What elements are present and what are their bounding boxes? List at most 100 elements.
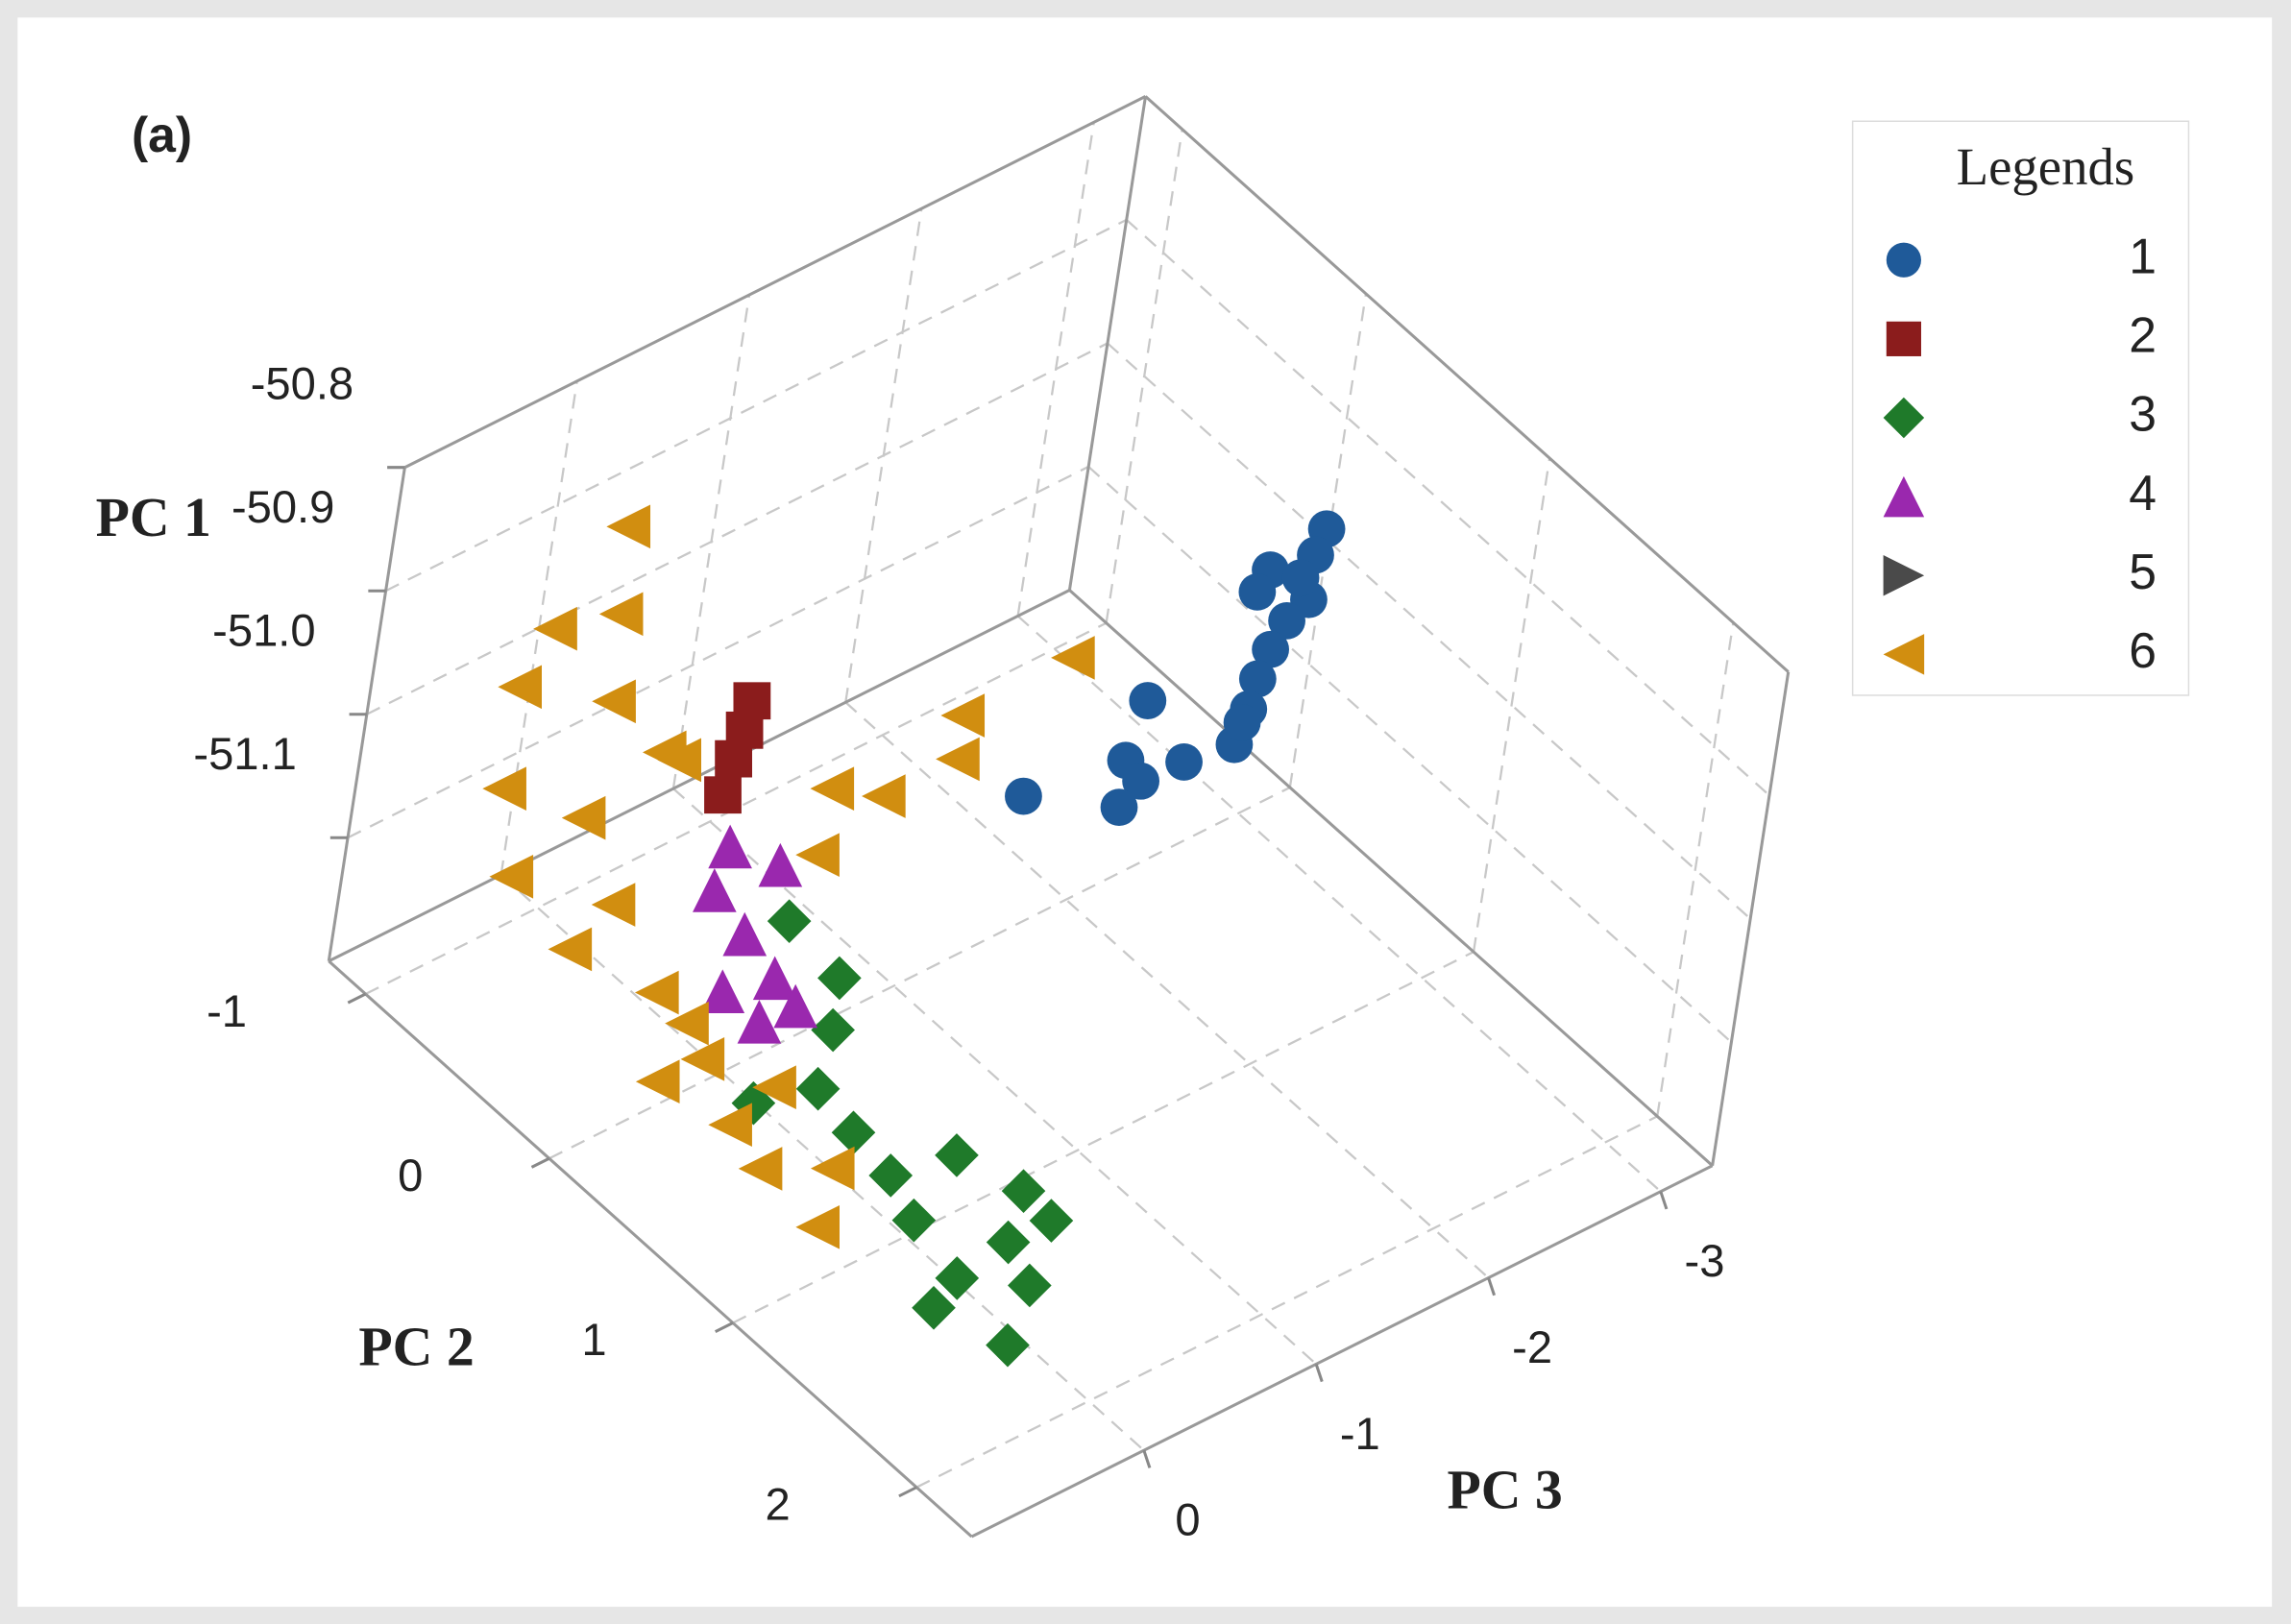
data-point (1268, 601, 1305, 640)
box-edge (403, 95, 1147, 470)
tick-mark (1314, 1363, 1324, 1383)
box-edge (328, 959, 973, 1539)
box-edge (1144, 95, 1790, 673)
data-point (598, 592, 644, 637)
data-point (489, 854, 534, 899)
tick-label: -50.8 (251, 358, 353, 409)
grid-line (1087, 466, 1733, 1044)
grid-line (844, 701, 1490, 1279)
data-point (704, 776, 742, 814)
data-point (715, 739, 753, 778)
tick-label: -2 (1512, 1321, 1552, 1372)
grid-line (385, 218, 1128, 593)
grid-line (347, 465, 1089, 839)
tick-mark (1487, 1277, 1497, 1297)
data-point (986, 1220, 1031, 1265)
data-point (498, 665, 542, 710)
tick-label: -1 (207, 985, 247, 1036)
grid-line (1472, 457, 1551, 953)
legend-label: 3 (2129, 386, 2157, 442)
legend-label: 2 (2129, 307, 2157, 363)
panel-label: (a) (132, 107, 192, 162)
tick-mark (898, 1486, 917, 1498)
grid-line (1105, 129, 1183, 623)
data-point (561, 795, 606, 840)
data-point (738, 1147, 783, 1191)
data-point (665, 1001, 709, 1046)
tick-mark (715, 1321, 734, 1333)
data-point (758, 842, 803, 887)
tick-label: -51.1 (193, 728, 296, 779)
data-point (1122, 762, 1159, 800)
box-edge (1711, 671, 1791, 1166)
grid-line (1656, 622, 1735, 1117)
grid-line (366, 342, 1109, 715)
legend-marker (1883, 554, 1925, 596)
legend-label: 4 (2129, 465, 2157, 521)
data-point (1252, 630, 1289, 668)
data-point (752, 1065, 796, 1110)
data-point (722, 911, 768, 957)
data-point (1008, 1263, 1052, 1308)
data-point (657, 738, 702, 783)
data-point (935, 1256, 980, 1300)
data-point (1051, 636, 1095, 680)
data-point (767, 899, 812, 943)
data-point (700, 969, 745, 1014)
data-point (548, 927, 593, 972)
z-axis-title: PC 1 (96, 487, 211, 548)
data-point (1165, 743, 1203, 781)
tick-label: 1 (581, 1314, 606, 1365)
data-point (752, 956, 797, 1001)
data-point (680, 1037, 725, 1081)
legend-marker (1883, 475, 1925, 518)
box-edge (970, 1164, 1714, 1539)
data-point (708, 1103, 752, 1148)
data-point (811, 1007, 855, 1053)
x-axis-title: PC 2 (358, 1317, 474, 1378)
grid-line (732, 951, 1475, 1324)
data-point (693, 868, 737, 912)
data-point (773, 983, 818, 1029)
tick-mark (1659, 1191, 1669, 1210)
data-point (817, 956, 862, 1001)
data-point (1223, 704, 1261, 741)
legend-marker (1886, 321, 1921, 356)
legend-label: 6 (2129, 622, 2157, 678)
legend-label: 1 (2129, 228, 2157, 283)
data-point (1129, 682, 1167, 719)
data-point (795, 1204, 841, 1249)
box-edge (1067, 96, 1148, 591)
y-axis-title: PC 3 (1447, 1460, 1562, 1521)
data-point (591, 883, 636, 927)
data-point (1238, 572, 1277, 611)
grid-line (365, 621, 1108, 996)
data-point (1029, 1199, 1074, 1243)
data-point (635, 1059, 680, 1104)
data-point (708, 824, 752, 869)
legend-marker (1886, 242, 1921, 278)
data-point (936, 737, 980, 782)
data-point (810, 766, 855, 811)
data-point (795, 833, 840, 877)
grid-line (1125, 219, 1770, 797)
tick-mark (347, 992, 367, 1005)
tick-label: -50.9 (232, 481, 334, 532)
grid-line (1016, 615, 1662, 1193)
tick-label: 0 (1175, 1494, 1200, 1545)
tick-mark (530, 1156, 550, 1169)
legend-marker (1883, 397, 1925, 439)
data-point (986, 1322, 1030, 1368)
data-point (862, 774, 906, 818)
tick-label: -3 (1685, 1235, 1725, 1286)
data-point (533, 606, 577, 651)
data-point (592, 679, 636, 724)
tick-label: 2 (766, 1478, 791, 1529)
data-point (606, 504, 651, 549)
data-point (810, 1146, 855, 1191)
legend: Legends 1 2 3 4 5 6 (1851, 120, 2190, 696)
tick-label: 0 (398, 1150, 423, 1200)
data-point (935, 1133, 979, 1177)
